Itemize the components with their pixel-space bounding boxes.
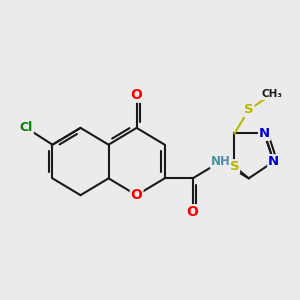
- Text: O: O: [131, 88, 142, 102]
- Text: S: S: [244, 103, 254, 116]
- Text: O: O: [187, 205, 199, 219]
- Text: O: O: [131, 188, 142, 202]
- Text: Cl: Cl: [20, 122, 33, 134]
- Text: N: N: [268, 155, 279, 168]
- Text: N: N: [259, 127, 270, 140]
- Text: NH: NH: [211, 155, 231, 168]
- Text: S: S: [230, 160, 239, 173]
- Text: CH₃: CH₃: [261, 89, 282, 99]
